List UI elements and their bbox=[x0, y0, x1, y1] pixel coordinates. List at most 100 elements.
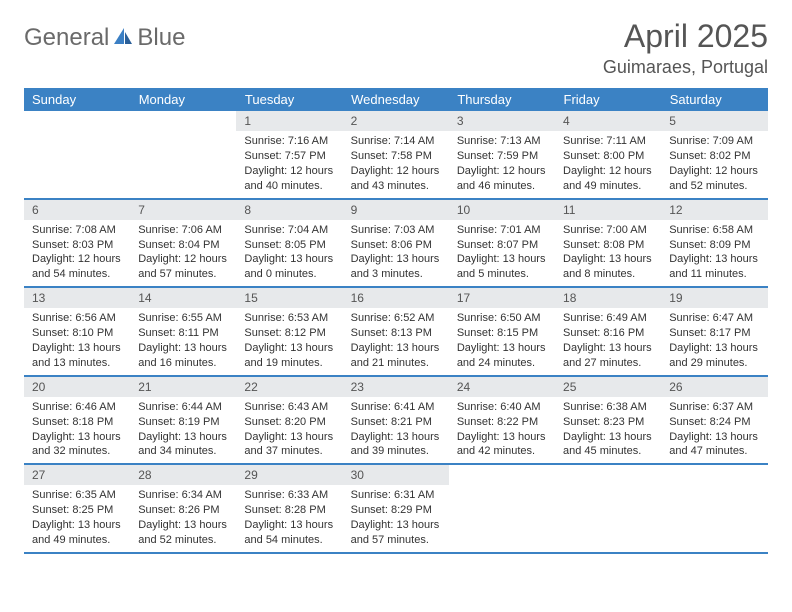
logo: General Blue bbox=[24, 24, 185, 52]
day-number: 27 bbox=[24, 465, 130, 485]
day-details: Sunrise: 6:52 AMSunset: 8:13 PMDaylight:… bbox=[343, 308, 449, 374]
calendar-row: 13Sunrise: 6:56 AMSunset: 8:10 PMDayligh… bbox=[24, 287, 768, 376]
calendar-table: Sunday Monday Tuesday Wednesday Thursday… bbox=[24, 88, 768, 554]
day-number: 14 bbox=[130, 288, 236, 308]
calendar-cell: 13 Sunrise: 6:56 AMSunset: 8:10 PMDayligh… bbox=[24, 287, 130, 376]
calendar-cell: .. bbox=[449, 464, 555, 553]
calendar-cell: 20Sunrise: 6:46 AMSunset: 8:18 PMDayligh… bbox=[24, 376, 130, 465]
day-number: 3 bbox=[449, 111, 555, 131]
calendar-cell: .. bbox=[130, 111, 236, 199]
sunset-line: Sunset: 8:07 PM bbox=[457, 238, 547, 253]
title-block: April 2025 Guimaraes, Portugal bbox=[603, 18, 768, 78]
sunrise-line: Sunrise: 6:33 AM bbox=[244, 488, 334, 503]
sunset-line: Sunset: 8:23 PM bbox=[563, 415, 653, 430]
weekday-header: Monday bbox=[130, 88, 236, 111]
sunrise-line: Sunrise: 7:01 AM bbox=[457, 223, 547, 238]
sunset-line: Sunset: 7:59 PM bbox=[457, 149, 547, 164]
sunrise-line: Sunrise: 6:52 AM bbox=[351, 311, 441, 326]
calendar-cell: 22Sunrise: 6:43 AMSunset: 8:20 PMDayligh… bbox=[236, 376, 342, 465]
sunset-line: Sunset: 8:10 PM bbox=[32, 326, 122, 341]
calendar-cell: 29Sunrise: 6:33 AMSunset: 8:28 PMDayligh… bbox=[236, 464, 342, 553]
day-number: 8 bbox=[236, 200, 342, 220]
day-details: Sunrise: 6:37 AMSunset: 8:24 PMDaylight:… bbox=[661, 397, 767, 463]
daylight-line: Daylight: 13 hours and 32 minutes. bbox=[32, 430, 122, 460]
sunrise-line: Sunrise: 7:11 AM bbox=[563, 134, 653, 149]
sunset-line: Sunset: 8:18 PM bbox=[32, 415, 122, 430]
daylight-line: Daylight: 13 hours and 49 minutes. bbox=[32, 518, 122, 548]
day-number: 18 bbox=[555, 288, 661, 308]
header: General Blue April 2025 Guimaraes, Portu… bbox=[24, 18, 768, 78]
day-number: 24 bbox=[449, 377, 555, 397]
sunrise-line: Sunrise: 7:13 AM bbox=[457, 134, 547, 149]
sunrise-line: Sunrise: 6:56 AM bbox=[32, 311, 122, 326]
daylight-line: Daylight: 13 hours and 8 minutes. bbox=[563, 252, 653, 282]
sunrise-line: Sunrise: 6:38 AM bbox=[563, 400, 653, 415]
daylight-line: Daylight: 13 hours and 57 minutes. bbox=[351, 518, 441, 548]
calendar-cell: 16Sunrise: 6:52 AMSunset: 8:13 PMDayligh… bbox=[343, 287, 449, 376]
daylight-line: Daylight: 13 hours and 0 minutes. bbox=[244, 252, 334, 282]
sunset-line: Sunset: 8:16 PM bbox=[563, 326, 653, 341]
day-number: 22 bbox=[236, 377, 342, 397]
sunset-line: Sunset: 8:06 PM bbox=[351, 238, 441, 253]
day-number: 25 bbox=[555, 377, 661, 397]
sunset-line: Sunset: 8:09 PM bbox=[669, 238, 759, 253]
sail-icon bbox=[112, 26, 134, 51]
day-number: 19 bbox=[661, 288, 767, 308]
calendar-cell: 8Sunrise: 7:04 AMSunset: 8:05 PMDaylight… bbox=[236, 199, 342, 288]
calendar-cell: 14Sunrise: 6:55 AMSunset: 8:11 PMDayligh… bbox=[130, 287, 236, 376]
daylight-line: Daylight: 13 hours and 54 minutes. bbox=[244, 518, 334, 548]
day-details: Sunrise: 7:03 AMSunset: 8:06 PMDaylight:… bbox=[343, 220, 449, 286]
calendar-cell: 21Sunrise: 6:44 AMSunset: 8:19 PMDayligh… bbox=[130, 376, 236, 465]
sunrise-line: Sunrise: 7:03 AM bbox=[351, 223, 441, 238]
day-number: 13 bbox=[24, 288, 130, 308]
day-number: 1 bbox=[236, 111, 342, 131]
day-details: Sunrise: 6:58 AMSunset: 8:09 PMDaylight:… bbox=[661, 220, 767, 286]
weekday-header: Friday bbox=[555, 88, 661, 111]
daylight-line: Daylight: 12 hours and 52 minutes. bbox=[669, 164, 759, 194]
sunset-line: Sunset: 8:13 PM bbox=[351, 326, 441, 341]
calendar-row: ....1Sunrise: 7:16 AMSunset: 7:57 PMDayl… bbox=[24, 111, 768, 199]
day-details: Sunrise: 6:34 AMSunset: 8:26 PMDaylight:… bbox=[130, 485, 236, 551]
calendar-cell: 15Sunrise: 6:53 AMSunset: 8:12 PMDayligh… bbox=[236, 287, 342, 376]
sunrise-line: Sunrise: 6:40 AM bbox=[457, 400, 547, 415]
calendar-cell: 24Sunrise: 6:40 AMSunset: 8:22 PMDayligh… bbox=[449, 376, 555, 465]
day-number: 7 bbox=[130, 200, 236, 220]
sunrise-line: Sunrise: 7:14 AM bbox=[351, 134, 441, 149]
daylight-line: Daylight: 12 hours and 49 minutes. bbox=[563, 164, 653, 194]
sunset-line: Sunset: 8:11 PM bbox=[138, 326, 228, 341]
calendar-cell: 23Sunrise: 6:41 AMSunset: 8:21 PMDayligh… bbox=[343, 376, 449, 465]
sunrise-line: Sunrise: 7:00 AM bbox=[563, 223, 653, 238]
day-number: 20 bbox=[24, 377, 130, 397]
calendar-cell: 10Sunrise: 7:01 AMSunset: 8:07 PMDayligh… bbox=[449, 199, 555, 288]
daylight-line: Daylight: 12 hours and 40 minutes. bbox=[244, 164, 334, 194]
sunset-line: Sunset: 8:29 PM bbox=[351, 503, 441, 518]
sunrise-line: Sunrise: 6:53 AM bbox=[244, 311, 334, 326]
day-number: 16 bbox=[343, 288, 449, 308]
sunset-line: Sunset: 8:21 PM bbox=[351, 415, 441, 430]
day-details: Sunrise: 6:38 AMSunset: 8:23 PMDaylight:… bbox=[555, 397, 661, 463]
weekday-header: Thursday bbox=[449, 88, 555, 111]
daylight-line: Daylight: 13 hours and 5 minutes. bbox=[457, 252, 547, 282]
day-details: Sunrise: 7:14 AMSunset: 7:58 PMDaylight:… bbox=[343, 131, 449, 197]
daylight-line: Daylight: 12 hours and 43 minutes. bbox=[351, 164, 441, 194]
calendar-cell: 11 Sunrise: 7:00 AMSunset: 8:08 PMDayligh… bbox=[555, 199, 661, 288]
calendar-cell: 27Sunrise: 6:35 AMSunset: 8:25 PMDayligh… bbox=[24, 464, 130, 553]
daylight-line: Daylight: 13 hours and 13 minutes. bbox=[32, 341, 122, 371]
sunrise-line: Sunrise: 6:44 AM bbox=[138, 400, 228, 415]
day-details: Sunrise: 7:01 AMSunset: 8:07 PMDaylight:… bbox=[449, 220, 555, 286]
sunset-line: Sunset: 8:08 PM bbox=[563, 238, 653, 253]
calendar-cell: 17Sunrise: 6:50 AMSunset: 8:15 PMDayligh… bbox=[449, 287, 555, 376]
calendar-body: ....1Sunrise: 7:16 AMSunset: 7:57 PMDayl… bbox=[24, 111, 768, 553]
sunset-line: Sunset: 8:17 PM bbox=[669, 326, 759, 341]
day-details: Sunrise: 6:40 AMSunset: 8:22 PMDaylight:… bbox=[449, 397, 555, 463]
day-number: 11 bbox=[555, 200, 661, 220]
daylight-line: Daylight: 13 hours and 16 minutes. bbox=[138, 341, 228, 371]
sunset-line: Sunset: 8:05 PM bbox=[244, 238, 334, 253]
calendar-cell: 4Sunrise: 7:11 AMSunset: 8:00 PMDaylight… bbox=[555, 111, 661, 199]
daylight-line: Daylight: 13 hours and 21 minutes. bbox=[351, 341, 441, 371]
day-details: Sunrise: 6:46 AMSunset: 8:18 PMDaylight:… bbox=[24, 397, 130, 463]
sunset-line: Sunset: 8:15 PM bbox=[457, 326, 547, 341]
day-number: 5 bbox=[661, 111, 767, 131]
sunset-line: Sunset: 8:02 PM bbox=[669, 149, 759, 164]
calendar-cell: 9Sunrise: 7:03 AMSunset: 8:06 PMDaylight… bbox=[343, 199, 449, 288]
